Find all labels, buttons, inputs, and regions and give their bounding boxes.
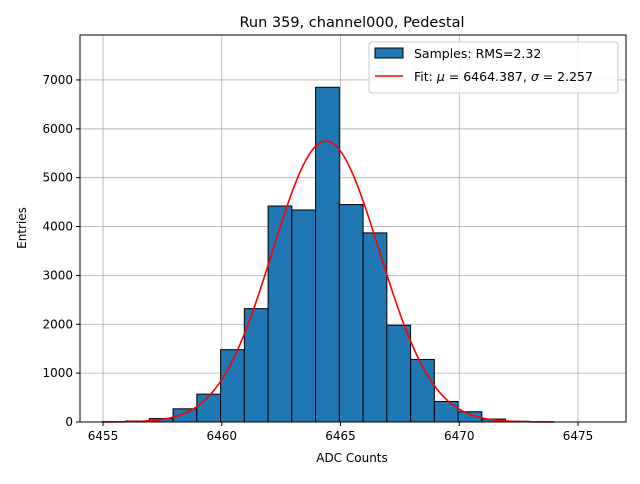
histogram-bar — [268, 206, 292, 422]
y-tick-label: 7000 — [42, 73, 73, 87]
x-tick-label: 6475 — [563, 429, 594, 443]
y-tick-label: 3000 — [42, 268, 73, 282]
legend: Samples: RMS=2.32 Fit: μ = 6464.387, σ =… — [369, 42, 618, 93]
legend-label-fit: Fit: μ = 6464.387, σ = 2.257 — [414, 69, 593, 84]
y-tick-label: 0 — [65, 415, 73, 429]
x-tick-label: 6460 — [207, 429, 238, 443]
x-axis-label: ADC Counts — [316, 451, 388, 465]
legend-swatch-samples — [375, 48, 403, 58]
legend-label-samples: Samples: RMS=2.32 — [414, 46, 541, 61]
histogram-bar — [339, 205, 363, 422]
histogram-bar — [197, 394, 221, 422]
y-tick-label: 2000 — [42, 317, 73, 331]
histogram-bar — [292, 210, 316, 422]
y-tick-label: 1000 — [42, 366, 73, 380]
y-tick-label: 5000 — [42, 171, 73, 185]
chart-title: Run 359, channel000, Pedestal — [239, 15, 464, 31]
y-tick-label: 6000 — [42, 122, 73, 136]
histogram-bar — [316, 87, 340, 422]
histogram-bars — [102, 87, 553, 422]
y-axis-label: Entries — [15, 207, 29, 249]
y-tick-label: 4000 — [42, 220, 73, 234]
histogram-bar — [387, 325, 411, 422]
histogram-bar — [434, 401, 458, 422]
x-tick-label: 6470 — [444, 429, 475, 443]
x-tick-label: 6455 — [88, 429, 119, 443]
histogram-bar — [411, 359, 435, 422]
x-tick-label: 6465 — [325, 429, 356, 443]
